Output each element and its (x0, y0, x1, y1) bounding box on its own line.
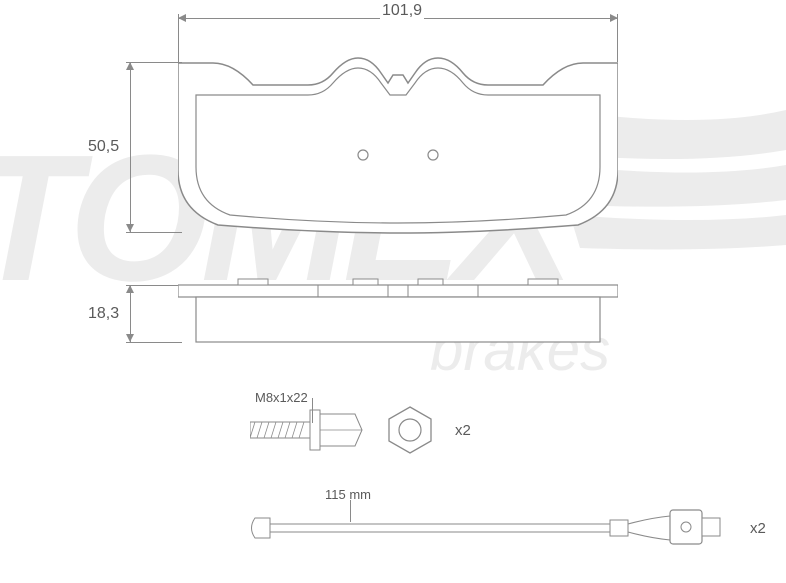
dim-thickness-ext-bottom (126, 342, 182, 343)
nut-drawing (385, 405, 435, 455)
dim-height-ext-top (126, 62, 182, 63)
bolt-qty-label: x2 (455, 422, 471, 439)
bolt-leader (312, 398, 313, 423)
dim-height-ext-bottom (126, 232, 182, 233)
dim-width-label: 101,9 (380, 2, 424, 20)
dim-thickness-arrow-down (126, 334, 134, 342)
brake-pad-side-view (178, 275, 618, 345)
dim-thickness-ext-top (126, 285, 182, 286)
wear-sensor-wire (250, 500, 750, 555)
dim-thickness-arrow-up (126, 285, 134, 293)
dim-width-arrow-left (178, 14, 186, 22)
brake-pad-front-view (178, 55, 618, 235)
dim-height-label: 50,5 (86, 138, 121, 156)
dim-height-line (130, 62, 131, 232)
dim-height-arrow-up (126, 62, 134, 70)
bolt-drawing (250, 400, 370, 460)
bolt-spec-label: M8x1x22 (255, 390, 308, 405)
dim-thickness-label: 18,3 (86, 305, 121, 323)
wire-qty-label: x2 (750, 520, 766, 537)
wire-leader (350, 500, 351, 522)
dim-height-arrow-down (126, 224, 134, 232)
wire-length-label: 115 mm (325, 487, 371, 502)
